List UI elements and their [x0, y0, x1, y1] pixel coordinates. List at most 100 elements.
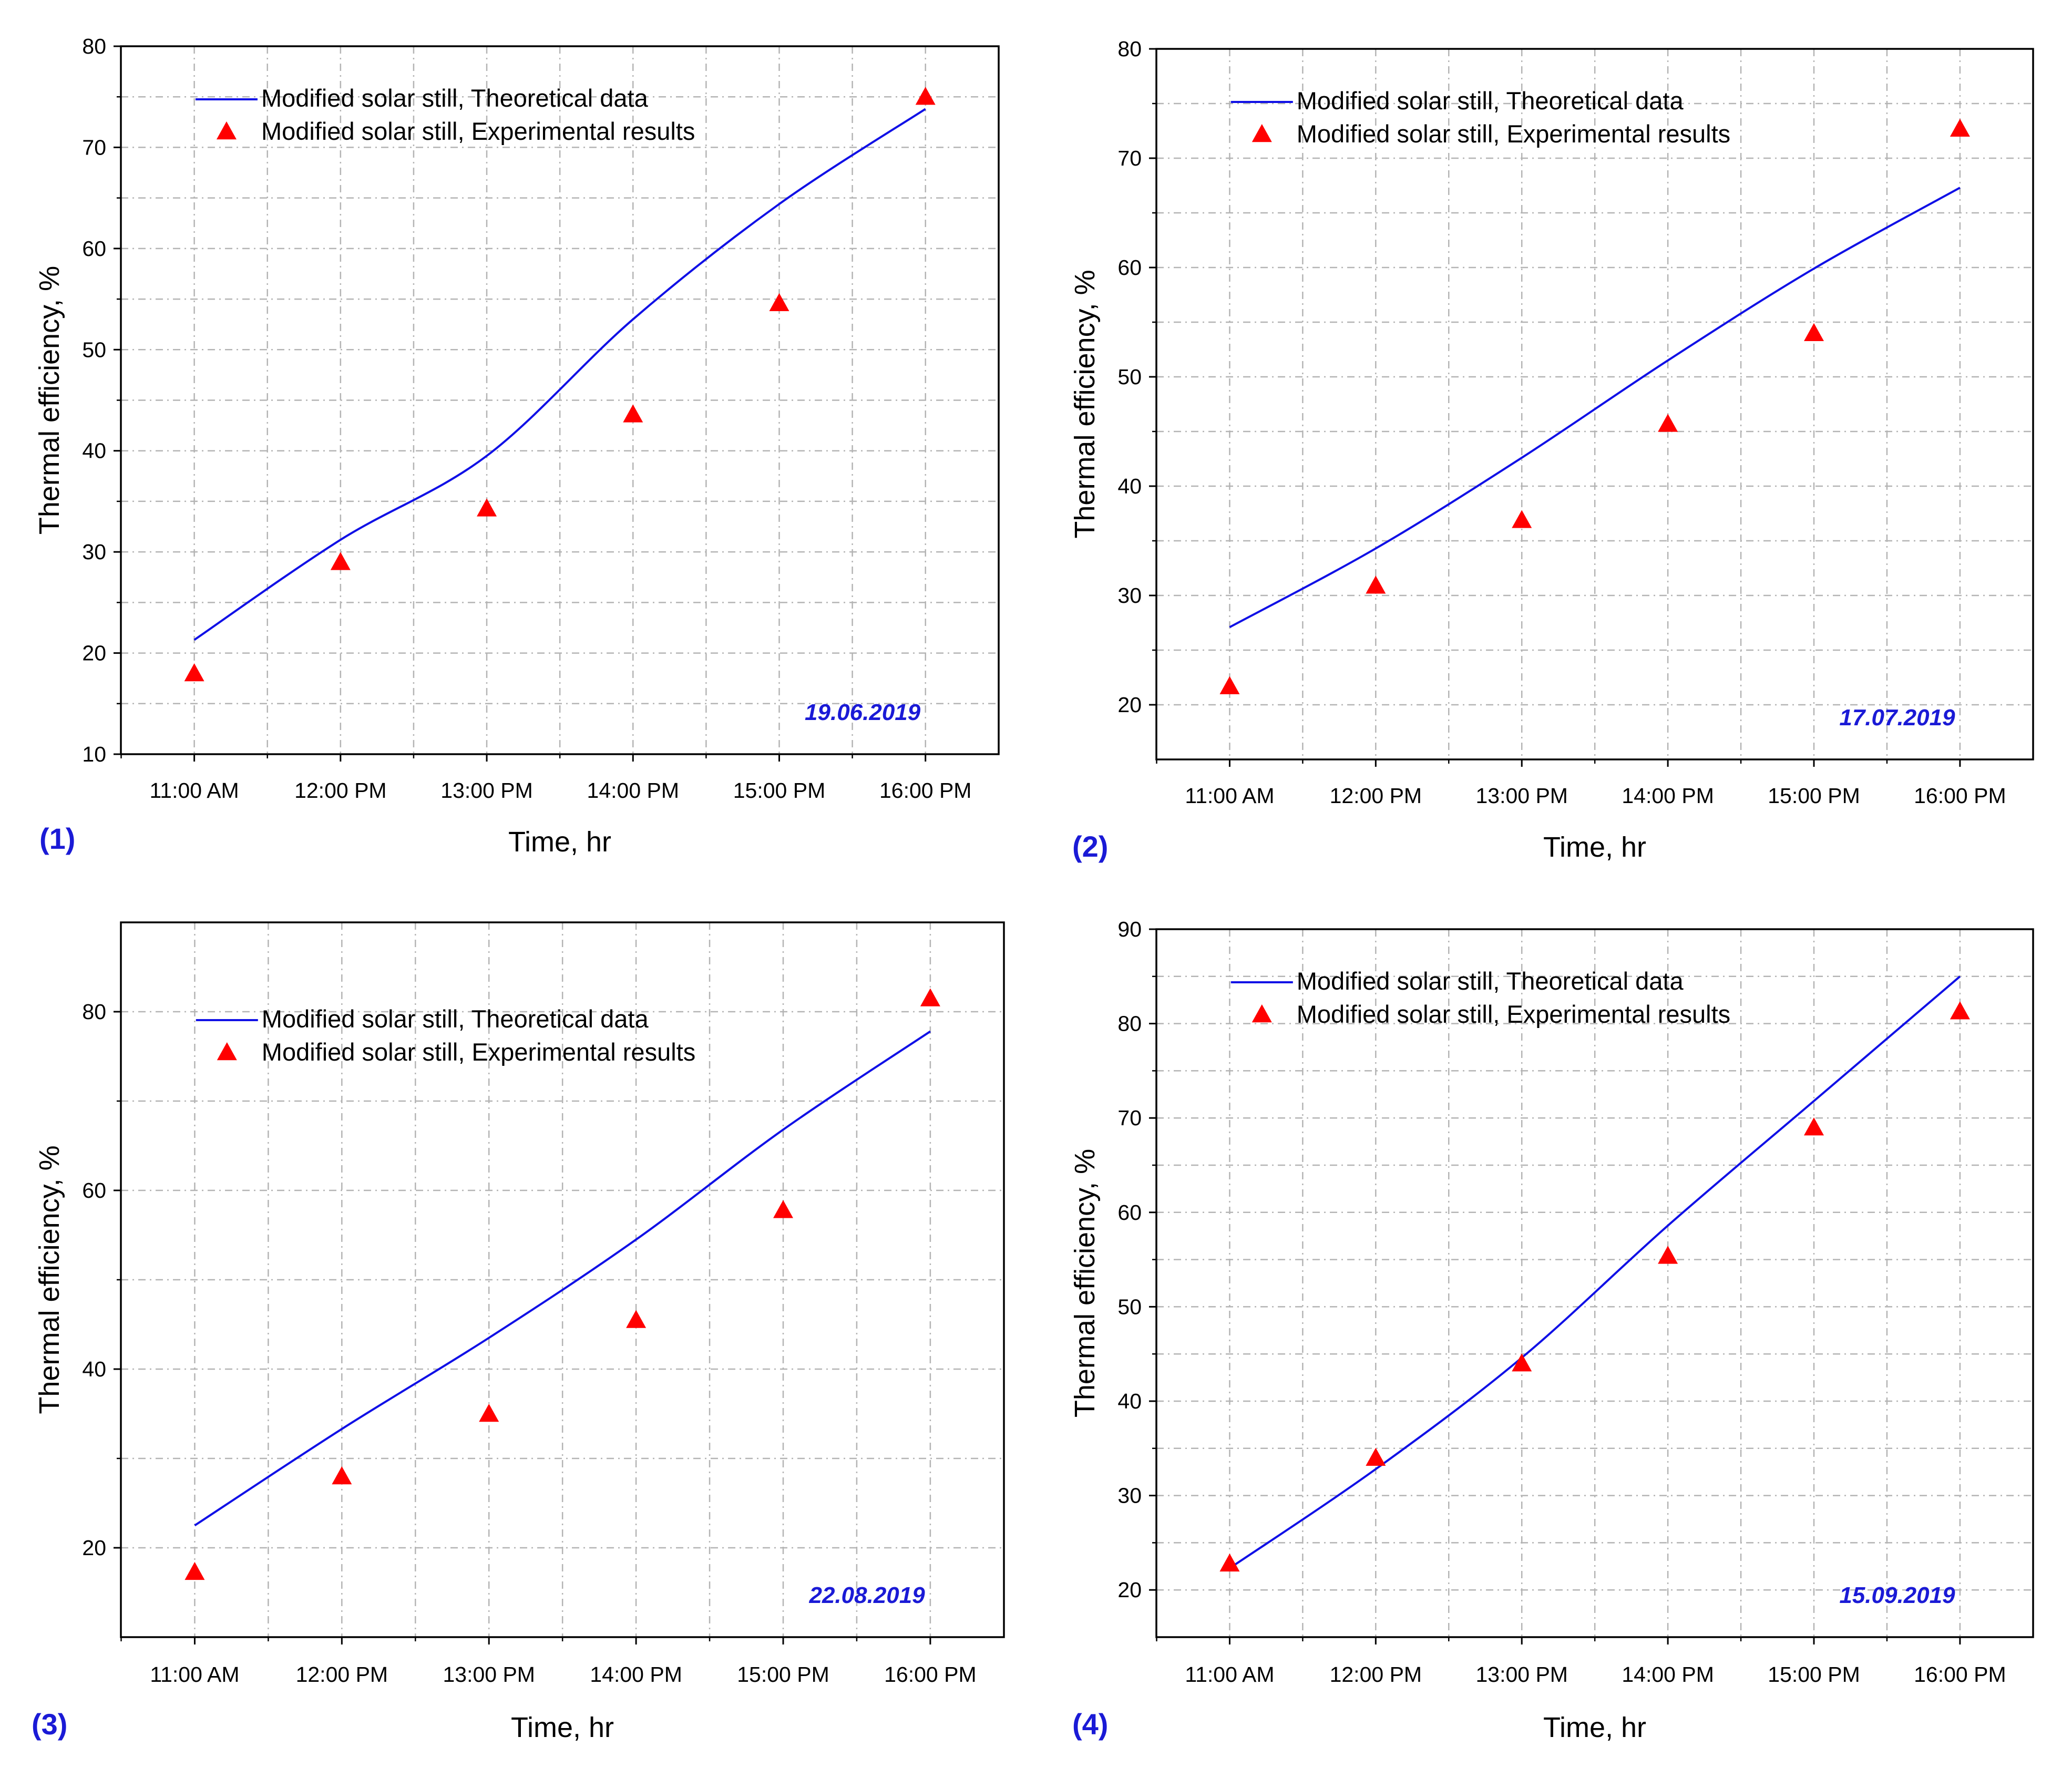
x-tick-label: 13:00 PM [440, 778, 533, 803]
x-tick-label: 14:00 PM [587, 778, 680, 803]
experimental-point [626, 1310, 647, 1328]
y-tick-label: 60 [82, 237, 106, 261]
grid-lines [121, 922, 1004, 1637]
x-tick-label: 13:00 PM [443, 1662, 535, 1687]
y-tick-label: 40 [82, 439, 106, 463]
date-annotation: 17.07.2019 [1839, 705, 1955, 731]
x-axis-title: Time, hr [508, 826, 611, 858]
y-tick-label: 60 [1117, 255, 1142, 280]
x-tick-label: 15:00 PM [737, 1662, 829, 1687]
legend-marker-swatch [1252, 124, 1272, 142]
y-tick-label: 70 [1117, 146, 1142, 170]
x-tick-label: 15:00 PM [1768, 1662, 1860, 1687]
x-axis-title: Time, hr [511, 1712, 614, 1743]
y-tick-label: 60 [82, 1178, 106, 1202]
panel-label: (3) [32, 1708, 67, 1741]
legend-label-theoretical: Modified solar still, Theoretical data [1297, 87, 1684, 115]
experimental-point [1219, 676, 1240, 694]
experimental-point [1366, 1447, 1386, 1466]
x-tick-label: 16:00 PM [1914, 1662, 2006, 1687]
experimental-point [773, 1200, 793, 1218]
chart-panel-1: 10 20 30 40 50 60 70 80 11:00 AM 12:00 PM 13:00 PM… [34, 34, 1000, 858]
x-tick-label: 11:00 AM [150, 778, 239, 803]
x-tick-label: 13:00 PM [1475, 784, 1568, 808]
y-tick-label: 30 [1117, 1484, 1142, 1508]
y-axis-title: Thermal efficiency, % [34, 1145, 65, 1414]
y-axis-title: Thermal efficiency, % [1069, 1149, 1101, 1417]
x-tick-label: 15:00 PM [1768, 784, 1860, 808]
y-tick-label: 70 [1117, 1106, 1142, 1130]
x-tick-label: 12:00 PM [1330, 1662, 1422, 1687]
legend-label-theoretical: Modified solar still, Theoretical data [261, 84, 649, 112]
x-tick-label: 12:00 PM [296, 1662, 388, 1687]
x-tick-label: 13:00 PM [1475, 1662, 1568, 1687]
x-tick-label: 16:00 PM [1914, 784, 2006, 808]
y-tick-label: 20 [82, 641, 106, 665]
x-axis-title: Time, hr [1543, 1712, 1646, 1743]
legend-label-experimental: Modified solar still, Experimental resul… [262, 1038, 695, 1066]
panel-label: (2) [1072, 830, 1108, 863]
chart-panel-4: 20 30 40 50 60 70 80 90 11:00 AM 12:00 PM 13:00 PM… [1069, 917, 2034, 1743]
x-tick-label: 12:00 PM [1330, 784, 1422, 808]
x-tick-label: 14:00 PM [1622, 1662, 1714, 1687]
y-tick-label: 40 [1117, 1389, 1142, 1413]
x-tick-label: 15:00 PM [733, 778, 826, 803]
y-tick-label: 80 [1117, 1012, 1142, 1036]
experimental-point [477, 498, 497, 517]
experimental-point [479, 1404, 499, 1422]
legend-marker-swatch [217, 1042, 237, 1061]
theoretical-line [194, 1030, 931, 1527]
y-tick-label: 50 [82, 337, 106, 362]
date-annotation: 19.06.2019 [805, 700, 921, 725]
date-annotation: 15.09.2019 [1839, 1582, 1955, 1608]
experimental-point [1658, 1246, 1678, 1264]
y-tick-label: 20 [82, 1536, 106, 1560]
legend-label-experimental: Modified solar still, Experimental resul… [1297, 1000, 1730, 1028]
y-tick-label: 40 [82, 1357, 106, 1381]
experimental-point [769, 293, 789, 311]
experimental-point [920, 988, 940, 1006]
experimental-point [1512, 1353, 1532, 1372]
panel-label: (4) [1072, 1708, 1108, 1741]
x-tick-label: 16:00 PM [884, 1662, 977, 1687]
y-tick-label: 20 [1117, 1578, 1142, 1602]
y-tick-label: 50 [1117, 365, 1142, 389]
experimental-point [330, 552, 351, 570]
experimental-point [1950, 1001, 1970, 1020]
panel-label: (1) [39, 822, 75, 855]
legend-marker-swatch [1252, 1004, 1272, 1023]
x-tick-label: 14:00 PM [590, 1662, 682, 1687]
experimental-point [1804, 323, 1824, 341]
y-tick-label: 80 [1117, 37, 1142, 61]
x-tick-label: 11:00 AM [150, 1662, 239, 1687]
y-axis-title: Thermal efficiency, % [1069, 270, 1101, 538]
y-tick-label: 30 [1117, 583, 1142, 608]
experimental-point [623, 404, 643, 423]
date-annotation: 22.08.2019 [808, 1582, 925, 1608]
legend-label-theoretical: Modified solar still, Theoretical data [1297, 967, 1684, 995]
grid-lines [1156, 49, 2033, 759]
experimental-point [1512, 510, 1532, 528]
experimental-point [1219, 1553, 1240, 1572]
experimental-point [915, 87, 936, 105]
y-tick-label: 50 [1117, 1294, 1142, 1319]
grid-lines [121, 46, 999, 754]
y-tick-label: 80 [82, 1000, 106, 1024]
y-tick-label: 20 [1117, 693, 1142, 717]
x-tick-label: 16:00 PM [879, 778, 972, 803]
x-tick-label: 11:00 AM [1185, 784, 1274, 808]
legend-label-experimental: Modified solar still, Experimental resul… [261, 117, 695, 145]
y-tick-label: 60 [1117, 1200, 1142, 1225]
y-tick-label: 10 [82, 742, 106, 766]
experimental-point [184, 1561, 205, 1580]
chart-panel-2: 20 30 40 50 60 70 80 11:00 AM 12:00 PM 13:00 PM 14… [1069, 37, 2034, 863]
chart-panel-3: 20 40 60 80 11:00 AM 12:00 PM 13:00 PM 14:00 PM… [32, 921, 1005, 1743]
experimental-point [1366, 575, 1386, 594]
y-tick-label: 70 [82, 135, 106, 159]
x-tick-label: 11:00 AM [1185, 1662, 1274, 1687]
y-tick-label: 40 [1117, 474, 1142, 498]
experimental-point [1950, 118, 1970, 137]
experimental-point [332, 1466, 352, 1485]
x-axis-title: Time, hr [1543, 831, 1646, 863]
